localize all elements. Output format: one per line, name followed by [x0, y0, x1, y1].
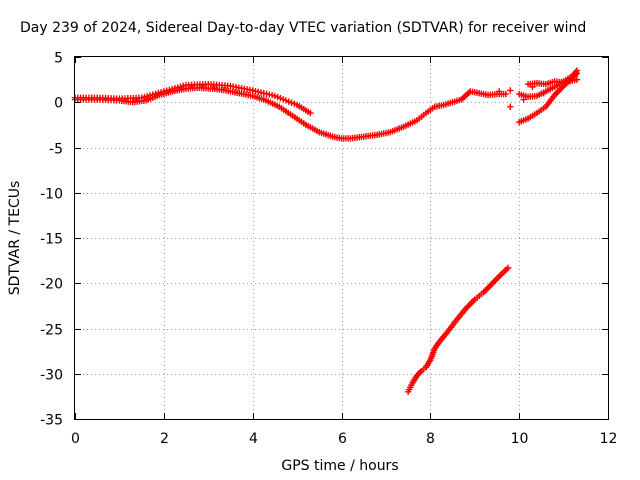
axis-ticks — [75, 57, 609, 420]
y-tick-label: -25 — [40, 323, 63, 339]
data-point — [470, 297, 477, 305]
x-tick-labels: 0 2 4 6 8 10 12 — [71, 431, 617, 447]
series-main-trend — [71, 84, 510, 142]
data-point — [417, 368, 424, 376]
y-tick-label: -5 — [49, 142, 63, 158]
x-tick-label: 6 — [338, 431, 347, 447]
grid — [75, 57, 608, 419]
x-tick-label: 2 — [160, 431, 169, 447]
data-point — [481, 287, 489, 294]
chart-title: Day 239 of 2024, Sidereal Day-to-day VTE… — [20, 20, 586, 36]
y-axis-label: SDTVAR / TECUs — [7, 181, 23, 296]
series-descending-arc — [404, 264, 512, 396]
data-point — [486, 283, 493, 290]
data-point — [496, 272, 504, 279]
data-point — [483, 286, 490, 293]
y-tick-label: -15 — [40, 232, 63, 248]
x-tick-label: 8 — [426, 431, 435, 447]
data-points — [71, 67, 581, 396]
data-point — [495, 274, 502, 281]
plot-frame — [74, 56, 609, 420]
data-point — [492, 277, 499, 284]
x-tick-label: 12 — [600, 431, 618, 447]
data-point — [557, 85, 564, 93]
y-tick-label: -30 — [40, 368, 63, 384]
y-tick-label: -20 — [40, 277, 63, 293]
data-point — [467, 300, 474, 308]
y-tick-labels: 5 0 -5 -10 -15 -20 -25 -30 -35 — [40, 51, 63, 429]
data-point — [489, 280, 496, 287]
series-scattered-points — [495, 83, 547, 110]
data-point — [307, 109, 314, 117]
x-tick-label: 4 — [249, 431, 258, 447]
data-point — [495, 88, 503, 95]
data-point — [465, 302, 473, 309]
data-point — [502, 90, 510, 98]
data-point — [487, 281, 495, 288]
data-point — [493, 275, 501, 282]
x-tick-label: 10 — [511, 431, 529, 447]
data-point — [507, 103, 514, 110]
data-point — [572, 68, 579, 76]
y-tick-label: -10 — [40, 187, 63, 203]
data-point — [573, 67, 581, 74]
y-tick-label: 5 — [54, 51, 63, 67]
y-tick-label: -35 — [40, 413, 63, 429]
data-point — [540, 90, 547, 97]
data-point — [507, 87, 514, 94]
y-tick-label: 0 — [54, 96, 63, 112]
x-axis-label: GPS time / hours — [281, 458, 398, 474]
data-point — [554, 88, 561, 96]
x-tick-label: 0 — [71, 431, 80, 447]
data-point — [484, 284, 492, 291]
series-late-arc-c — [524, 76, 581, 88]
data-point — [468, 299, 475, 306]
data-point — [520, 96, 527, 103]
data-point — [552, 90, 560, 97]
data-point — [529, 83, 536, 91]
data-point — [504, 264, 512, 272]
data-point — [464, 303, 471, 311]
data-point — [573, 76, 581, 83]
